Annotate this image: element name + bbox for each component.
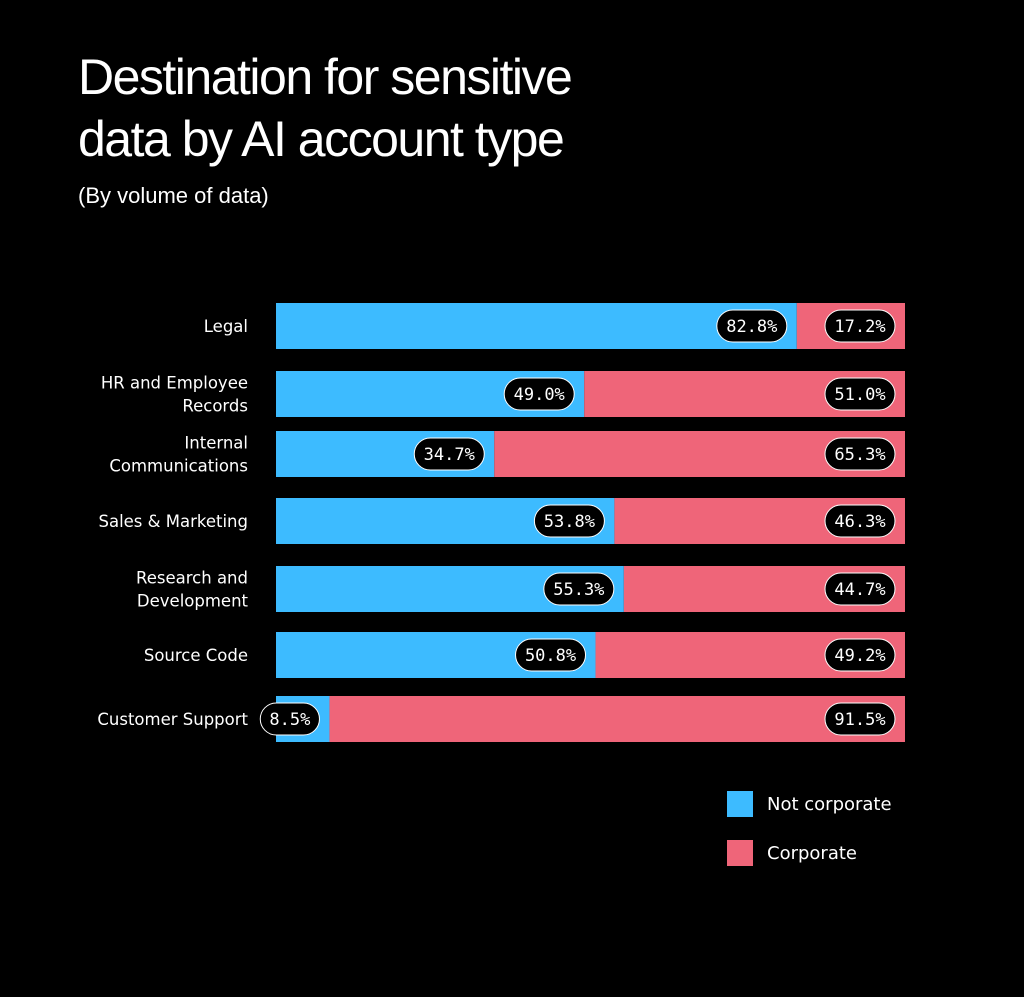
category-label-line: Records <box>182 397 248 416</box>
data-label-corporate: 65.3% <box>834 445 885 465</box>
data-label-not-corporate-bg <box>413 437 485 471</box>
legend-label-corporate: Corporate <box>767 842 857 864</box>
chart-title: Destination for sensitive data by AI acc… <box>78 46 778 170</box>
data-label-corporate: 51.0% <box>834 385 885 405</box>
data-label-not-corporate: 34.7% <box>424 445 475 465</box>
data-label-not-corporate: 55.3% <box>553 580 604 600</box>
legend-label-not-corporate: Not corporate <box>767 793 892 815</box>
legend-swatch-not-corporate <box>727 791 753 817</box>
data-label-corporate-bg <box>824 702 896 736</box>
category-label: Sales & Marketing <box>98 512 248 531</box>
category-label: Internal Communications <box>109 434 248 476</box>
data-label-not-corporate: 53.8% <box>544 512 595 532</box>
data-label-corporate-bg <box>824 638 896 672</box>
data-label-corporate: 17.2% <box>834 317 885 337</box>
data-label-not-corporate-bg <box>533 504 605 538</box>
data-label-corporate-bg <box>824 504 896 538</box>
category-label-line: Legal <box>204 317 248 336</box>
data-label-not-corporate-bg <box>503 377 575 411</box>
legend-swatch-corporate <box>727 840 753 866</box>
data-label-corporate: 46.3% <box>834 512 885 532</box>
data-label-not-corporate: 50.8% <box>525 646 576 666</box>
category-label-line: Communications <box>109 457 248 476</box>
category-label-line: Customer Support <box>97 710 248 729</box>
category-label: Customer Support <box>97 710 248 729</box>
legend-item-corporate: Corporate <box>727 839 892 867</box>
category-label-line: Internal <box>184 434 248 453</box>
data-label-not-corporate: 8.5% <box>269 710 310 730</box>
bar-corporate <box>329 696 906 742</box>
data-label-not-corporate-bg <box>716 309 788 343</box>
category-label-line: Development <box>137 592 249 611</box>
data-label-corporate-bg <box>824 309 896 343</box>
category-label: Research and Development <box>136 569 249 611</box>
category-label-line: Sales & Marketing <box>98 512 248 531</box>
data-label-corporate: 44.7% <box>834 580 885 600</box>
data-label-corporate-bg <box>824 572 896 606</box>
category-label: HR and Employee Records <box>101 374 248 416</box>
data-label-corporate-bg <box>824 437 896 471</box>
category-label-line: Research and <box>136 569 248 588</box>
data-label-not-corporate-bg <box>515 638 587 672</box>
data-label-corporate: 49.2% <box>834 646 885 666</box>
chart-legend: Not corporate Corporate <box>727 790 892 888</box>
chart-title-line-1: Destination for sensitive <box>78 49 573 105</box>
category-label: Legal <box>204 317 248 336</box>
legend-item-not-corporate: Not corporate <box>727 790 892 818</box>
chart-subtitle: (By volume of data) <box>78 183 269 208</box>
category-label: Source Code <box>144 646 248 665</box>
data-label-not-corporate: 49.0% <box>514 385 565 405</box>
data-label-not-corporate: 82.8% <box>726 317 777 337</box>
data-label-corporate-bg <box>824 377 896 411</box>
category-label-line: Source Code <box>144 646 248 665</box>
category-label-line: HR and Employee <box>101 374 248 393</box>
data-label-not-corporate-bg <box>259 702 320 736</box>
bar-not-corporate <box>276 303 797 349</box>
data-label-corporate: 91.5% <box>834 710 885 730</box>
data-label-not-corporate-bg <box>543 572 615 606</box>
chart-title-line-2: data by AI account type <box>78 111 565 167</box>
